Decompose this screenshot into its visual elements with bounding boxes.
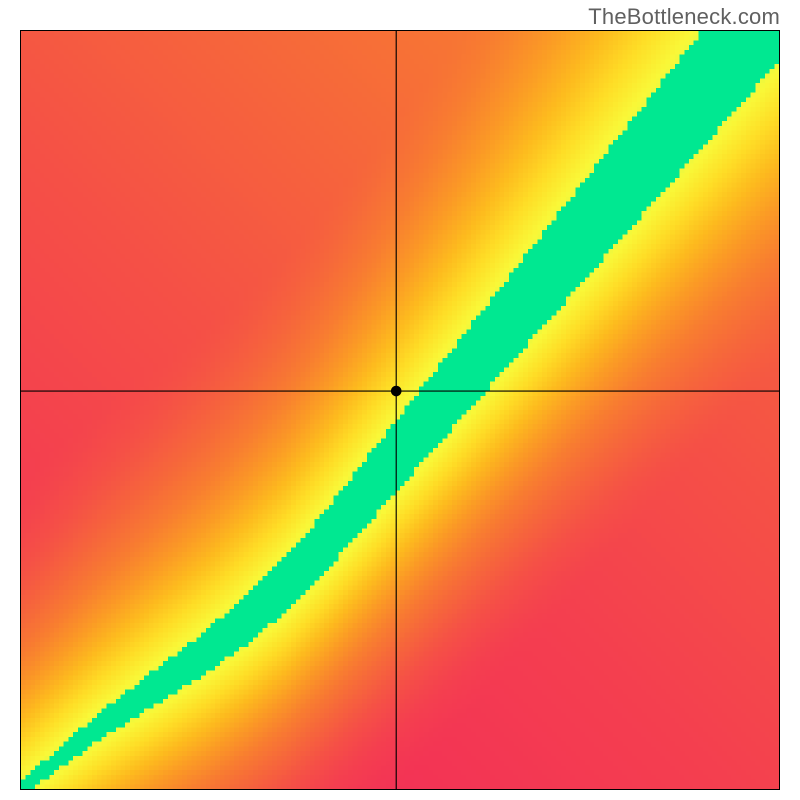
watermark-text: TheBottleneck.com — [588, 4, 780, 30]
chart-container: TheBottleneck.com — [0, 0, 800, 800]
heatmap-canvas — [21, 31, 779, 789]
heatmap-panel — [20, 30, 780, 790]
